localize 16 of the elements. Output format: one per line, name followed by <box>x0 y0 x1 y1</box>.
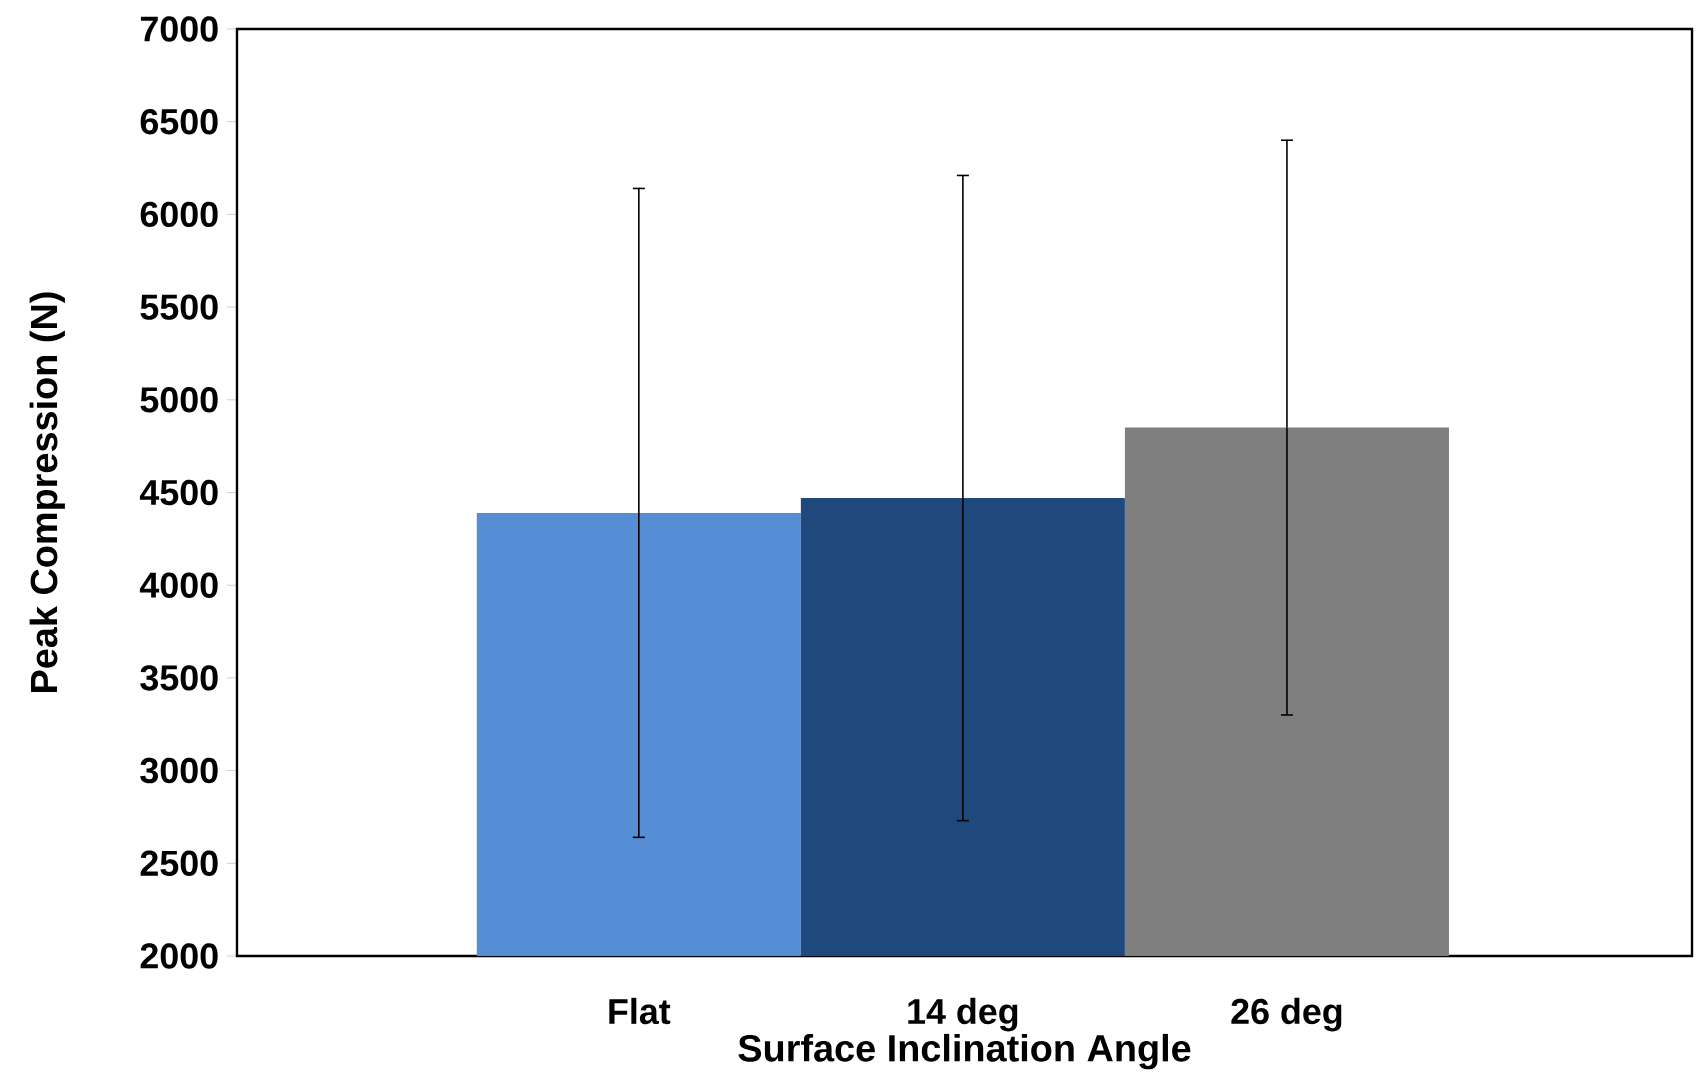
y-tick-label: 4500 <box>139 479 218 506</box>
y-tick-label: 5000 <box>140 387 218 413</box>
y-tick-label: 2000 <box>140 943 218 969</box>
x-axis-title: Surface Inclination Angle <box>738 1033 1191 1070</box>
y-tick-label: 5500 <box>140 294 218 320</box>
y-tick-label: 6500 <box>140 108 218 135</box>
x-tick-label: Flat <box>609 997 671 1025</box>
x-tick-label: 26 deg <box>1231 997 1342 1032</box>
y-tick-label: 3500 <box>140 665 218 691</box>
y-tick-label: 3000 <box>140 757 218 784</box>
x-tick-label: 14 deg <box>908 997 1018 1032</box>
y-tick-label: 4000 <box>139 572 218 598</box>
y-axis-title: Peak Compression (N) <box>29 292 65 692</box>
y-tick-label: 2500 <box>140 850 218 876</box>
y-tick-label: 6000 <box>140 201 218 228</box>
y-tick-label: 7000 <box>140 16 218 42</box>
